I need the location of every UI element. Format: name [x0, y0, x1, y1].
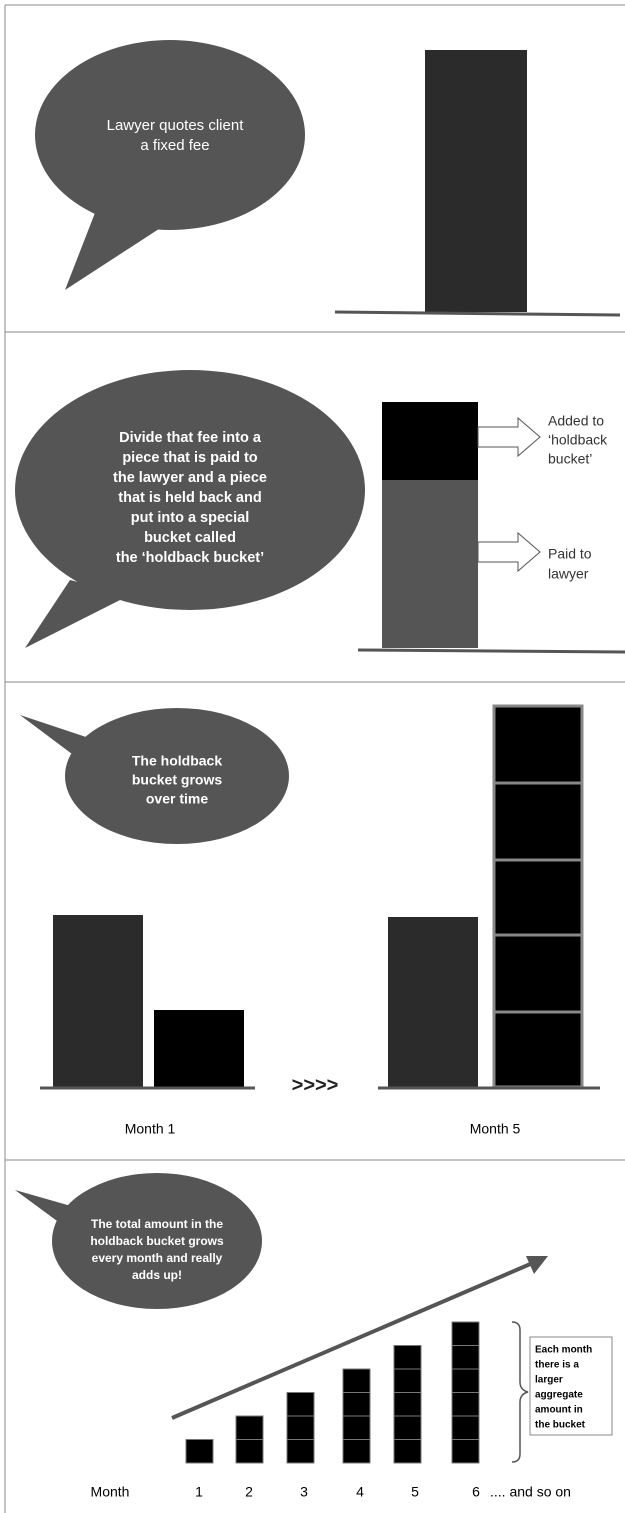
bucket-cell: [185, 1439, 214, 1464]
bucket-cell: [451, 1415, 480, 1440]
bubble-text: the ‘holdback bucket’: [116, 550, 264, 566]
arrow: [477, 416, 541, 458]
trend-arrow-head: [526, 1256, 548, 1274]
holdback-segment: [382, 402, 478, 480]
bucket-cell: [451, 1368, 480, 1393]
bubble-text: piece that is paid to: [122, 450, 257, 466]
bucket-cell: [286, 1415, 315, 1440]
axis-title: Month: [91, 1484, 130, 1500]
bucket-cell: [342, 1368, 371, 1393]
bucket-cell: [235, 1415, 264, 1440]
month-label: 2: [245, 1484, 253, 1500]
label: Paid to: [548, 546, 592, 562]
panel-1: Lawyer quotes client a fixed fee: [35, 40, 621, 317]
bucket-cell: [235, 1439, 264, 1464]
bucket-cell: [286, 1392, 315, 1417]
ground-line: [357, 648, 625, 654]
bubble-text: bucket grows: [132, 772, 222, 788]
bucket-cell: [342, 1439, 371, 1464]
ground-line: [334, 310, 621, 317]
bubble-text: The holdback: [132, 753, 222, 769]
paid-bar: [53, 915, 143, 1087]
bubble-text: adds up!: [132, 1268, 182, 1282]
label: Added to: [548, 413, 604, 429]
speech-bubble: [65, 708, 289, 844]
bubble-text: the lawyer and a piece: [113, 470, 267, 486]
note-text: aggregate: [535, 1390, 583, 1401]
label: lawyer: [548, 566, 589, 582]
bucket-cell: [342, 1392, 371, 1417]
panel-2: Divide that fee into a piece that is pai…: [15, 370, 625, 654]
note-text: amount in: [535, 1405, 583, 1416]
bubble-tail: [25, 580, 130, 648]
bucket-cell: [451, 1439, 480, 1464]
month-label: 6: [472, 1484, 480, 1500]
arrow: [477, 531, 541, 573]
month-label: 5: [411, 1484, 419, 1500]
bubble-text: a fixed fee: [140, 137, 209, 154]
caption: Month 1: [125, 1121, 176, 1137]
panel-3: The holdback bucket grows over time >>>>…: [20, 704, 600, 1137]
panel-4: The total amount in the holdback bucket …: [15, 1173, 613, 1500]
bucket-cell: [451, 1321, 480, 1346]
brace: [511, 1321, 529, 1463]
bubble-text: The total amount in the: [91, 1217, 223, 1231]
bucket-cell: [393, 1439, 422, 1464]
trailing-text: .... and so on: [490, 1484, 571, 1500]
fee-bar: [425, 50, 527, 312]
bubble-text: every month and really: [92, 1251, 223, 1265]
bucket-cell: [286, 1439, 315, 1464]
bucket-cell: [342, 1415, 371, 1440]
note-box: [529, 1336, 613, 1436]
label: bucket’: [548, 451, 592, 467]
caption: Month 5: [470, 1121, 521, 1137]
bucket-cell: [393, 1415, 422, 1440]
month-label: 4: [356, 1484, 364, 1500]
paid-bar: [388, 917, 478, 1087]
speech-bubble: [35, 40, 305, 230]
bubble-text: holdback bucket grows: [90, 1234, 224, 1248]
speech-bubble: [15, 370, 365, 610]
bubble-text: that is held back and: [118, 490, 261, 506]
panel-borders: [4, 4, 625, 1513]
month-label: 1: [195, 1484, 203, 1500]
bubble-text: over time: [146, 791, 208, 807]
note-text: Each month: [535, 1345, 592, 1356]
holdback-bar: [154, 1010, 244, 1087]
note-text: the bucket: [535, 1420, 586, 1431]
label: ‘holdback: [548, 432, 608, 448]
bubble-text: Divide that fee into a: [119, 430, 262, 446]
paid-segment: [382, 480, 478, 648]
bubble-text: bucket called: [144, 530, 236, 546]
note-text: there is a: [535, 1360, 579, 1371]
holdback-stack: [492, 704, 584, 1089]
trend-arrow: [171, 1260, 536, 1420]
speech-bubble: [52, 1173, 262, 1309]
bubble-text: put into a special: [131, 510, 249, 526]
bucket-cell: [451, 1345, 480, 1370]
bucket-cell: [393, 1392, 422, 1417]
note-text: larger: [535, 1375, 563, 1386]
bucket-cell: [393, 1368, 422, 1393]
bucket-cell: [451, 1392, 480, 1417]
progress-arrows: >>>>: [292, 1074, 339, 1096]
month-label: 3: [300, 1484, 308, 1500]
bubble-text: Lawyer quotes client: [107, 117, 245, 134]
bucket-cell: [393, 1345, 422, 1370]
stack-dividers: [494, 781, 582, 1014]
